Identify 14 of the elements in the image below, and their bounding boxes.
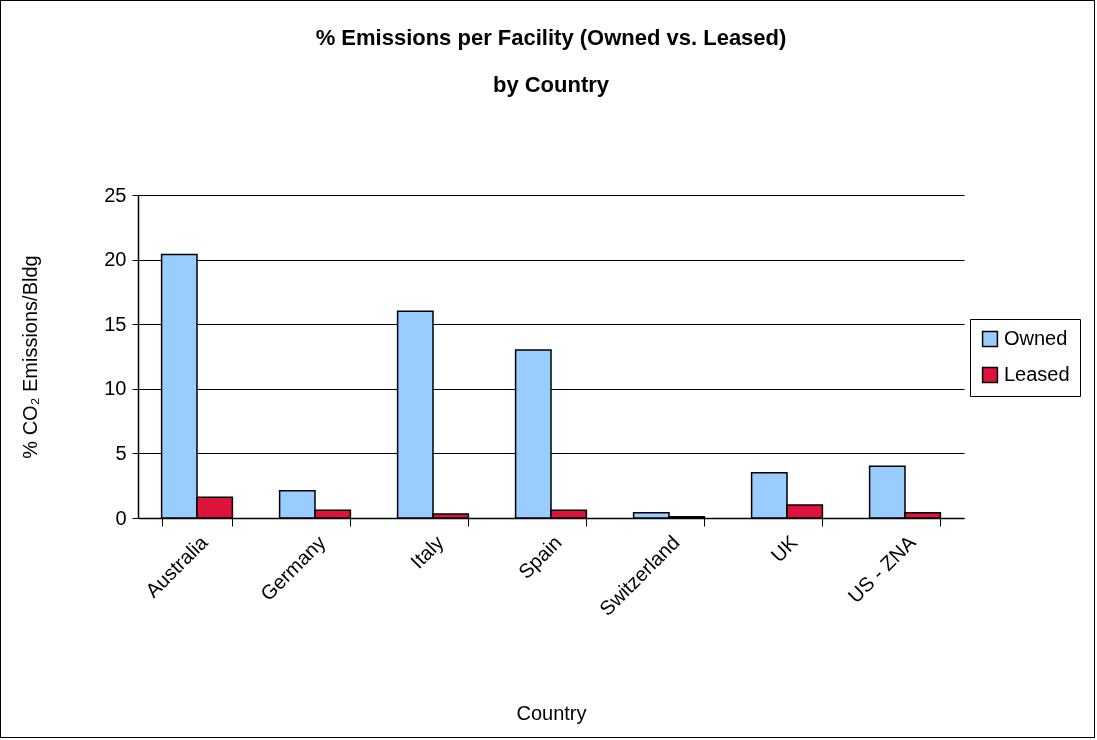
- legend-label: Leased: [1004, 363, 1070, 385]
- x-tick-label: US - ZNA: [843, 530, 921, 608]
- chart-title: % Emissions per Facility (Owned vs. Leased) by Country: [315, 25, 787, 97]
- y-tick-label: 15: [104, 312, 127, 335]
- y-tick-label: 20: [104, 248, 127, 271]
- y-axis-title: % CO₂ Emissions/Bldg: [18, 255, 41, 459]
- y-tick-label: 25: [104, 183, 127, 206]
- x-tick-label: Italy: [406, 531, 448, 573]
- x-tick-label: UK: [766, 530, 803, 567]
- legend-label: Owned: [1004, 327, 1068, 349]
- y-tick-label: 5: [115, 441, 127, 464]
- y-tick-label: 10: [104, 377, 127, 400]
- x-axis-title: Country: [516, 701, 587, 724]
- y-tick-label: 0: [115, 506, 127, 529]
